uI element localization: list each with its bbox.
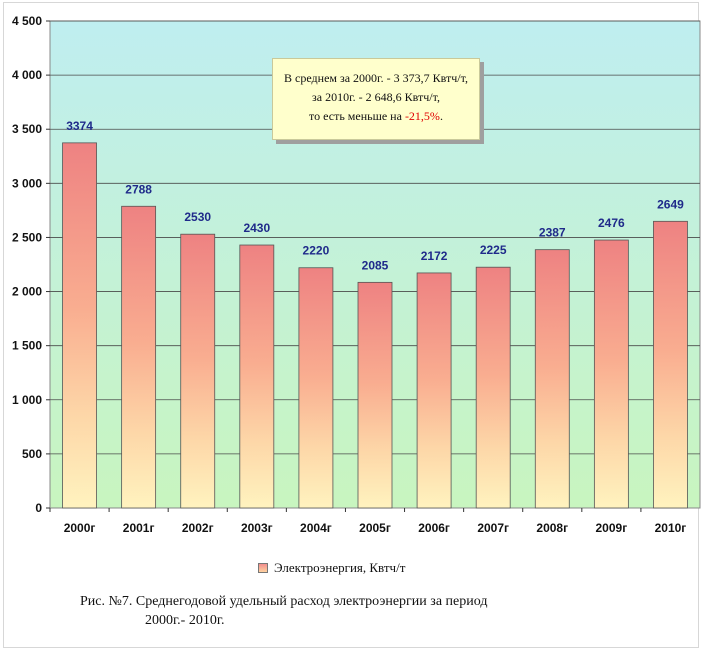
x-tick-label: 2007г (477, 521, 509, 535)
annotation-line-2: за 2010г. - 2 648,6 Квтч/т, (312, 90, 440, 104)
x-tick-label: 2004г (300, 521, 332, 535)
y-tick-label: 3 000 (12, 176, 42, 190)
data-label: 2649 (657, 197, 684, 211)
x-tick-label: 2006г (418, 521, 450, 535)
data-label: 2085 (362, 258, 389, 272)
x-tick-label: 2010г (655, 521, 687, 535)
data-label: 2476 (598, 216, 625, 230)
bar (121, 205, 157, 509)
bar (357, 281, 393, 509)
data-label: 2430 (243, 221, 270, 235)
x-tick-labels: 2000г 2001г 2002г 2003г 2004г 2005г 2006г 2007г… (64, 521, 687, 535)
caption-line-1: Рис. №7. Среднегодовой удельный расход э… (80, 594, 488, 609)
x-tick-label: 2001г (123, 521, 155, 535)
bar (653, 220, 688, 509)
bar (180, 233, 216, 509)
annotation-line-1: В среднем за 2000г. - 3 373,7 Квтч/т, (284, 71, 468, 85)
bar (475, 266, 511, 509)
bar (416, 272, 452, 509)
data-label: 2387 (539, 226, 566, 240)
x-tick-label: 2000г (64, 521, 96, 535)
figure-caption: Рис. №7. Среднегодовой удельный расход э… (80, 592, 487, 630)
y-tick-label: 1 500 (12, 339, 42, 353)
y-tick-label: 4 500 (12, 14, 42, 28)
y-tick-label: 2 500 (12, 230, 42, 244)
bar (534, 249, 570, 509)
annotation-line-3-suffix: . (439, 109, 443, 123)
data-label: 3374 (66, 119, 93, 133)
bar (62, 142, 97, 509)
caption-line-2: 2000г.- 2010г. (145, 613, 225, 628)
bar (298, 267, 334, 509)
x-tick-label: 2009г (596, 521, 628, 535)
data-label: 2220 (303, 244, 330, 258)
data-label: 2530 (184, 210, 211, 224)
bar (593, 239, 629, 509)
data-labels: 3374 2788 2530 2430 2220 2085 2172 2225 2387 2476… (66, 119, 684, 272)
data-label: 2172 (421, 249, 448, 263)
annotation-box: В среднем за 2000г. - 3 373,7 Квтч/т, за… (272, 58, 480, 140)
x-tick-label: 2008г (536, 521, 568, 535)
annotation-percent: -21,5% (404, 109, 440, 123)
annotation-line-3-prefix: то есть меньше на (309, 109, 405, 123)
y-tick-labels: 0 500 1 000 1 500 2 000 2 500 3 000 3 500 4 000 4… (12, 14, 42, 515)
bars (62, 142, 688, 509)
y-tick-label: 1 000 (12, 393, 42, 407)
bar (239, 244, 275, 509)
x-tick-label: 2003г (241, 521, 273, 535)
y-tick-label: 4 000 (12, 68, 42, 82)
legend: Электроэнергия, Квтч/т (258, 560, 405, 576)
annotation-line-3: то есть меньше на -21,5%. (273, 107, 479, 126)
x-tick-label: 2005г (359, 521, 391, 535)
data-label: 2788 (125, 182, 152, 196)
legend-swatch (258, 563, 268, 573)
y-tick-label: 0 (35, 501, 42, 515)
data-label: 2225 (480, 243, 507, 257)
y-tick-label: 500 (22, 447, 42, 461)
y-tick-label: 3 500 (12, 122, 42, 136)
y-tick-label: 2 000 (12, 285, 42, 299)
legend-label: Электроэнергия, Квтч/т (274, 560, 406, 575)
x-tick-label: 2002г (182, 521, 214, 535)
